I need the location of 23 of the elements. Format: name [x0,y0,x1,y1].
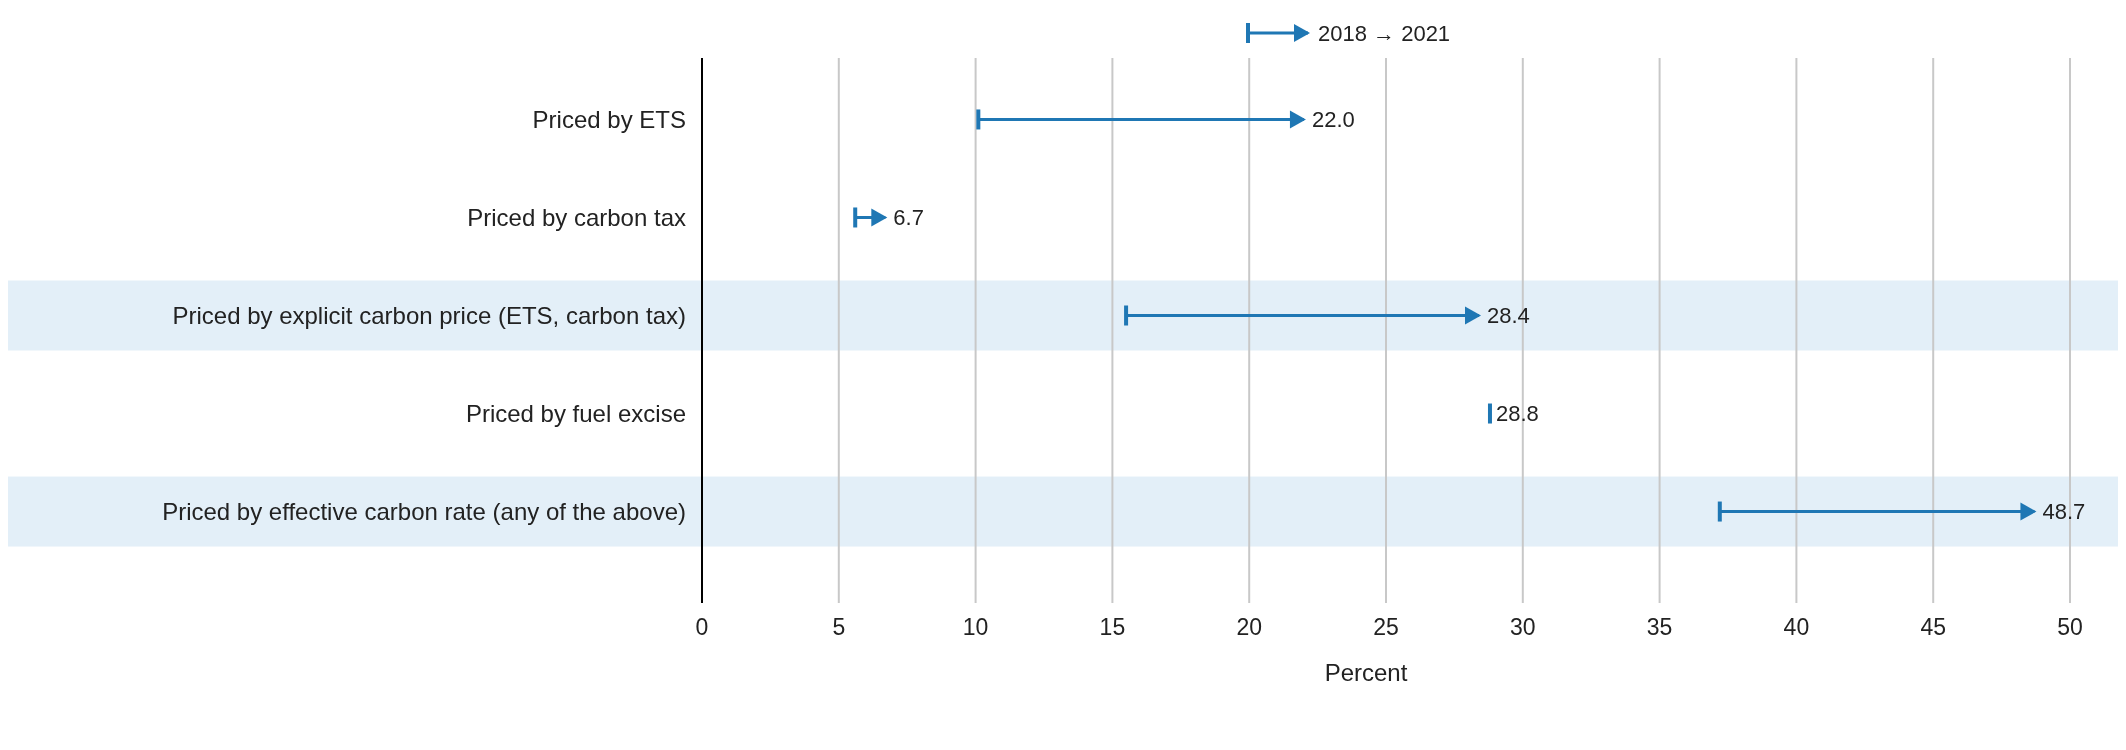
x-tick-label: 15 [1099,614,1126,640]
data-label: 48.7 [2042,499,2086,525]
x-axis-title: Percent [1324,659,1408,686]
legend-label: 2018 → 2021 [1318,20,1451,46]
x-tick-label: 35 [1646,614,1673,640]
x-tick-label: 50 [2057,614,2083,640]
x-tick-label: 10 [962,614,989,640]
y-tick-label: Priced by effective carbon rate (any of the above) [162,497,686,525]
y-tick-label: Priced by fuel excise [465,399,686,427]
y-tick-label: Priced by ETS [532,105,686,133]
y-tick-label: Priced by explicit carbon price (ETS, carbon tax) [172,301,686,329]
data-label: 22.0 [1311,107,1355,133]
y-tick-label: Priced by carbon tax [467,203,686,231]
x-tick-label: 45 [1920,614,1946,640]
x-tick-label: 25 [1373,614,1399,640]
x-tick-label: 0 [695,614,709,640]
data-label: 28.4 [1487,303,1530,329]
x-tick-label: 40 [1783,614,1810,640]
data-label: 28.8 [1495,401,1539,427]
x-tick-label: 30 [1510,614,1536,640]
data-label: 6.7 [893,205,924,231]
x-tick-label: 5 [832,614,846,640]
x-tick-label: 20 [1236,614,1262,640]
